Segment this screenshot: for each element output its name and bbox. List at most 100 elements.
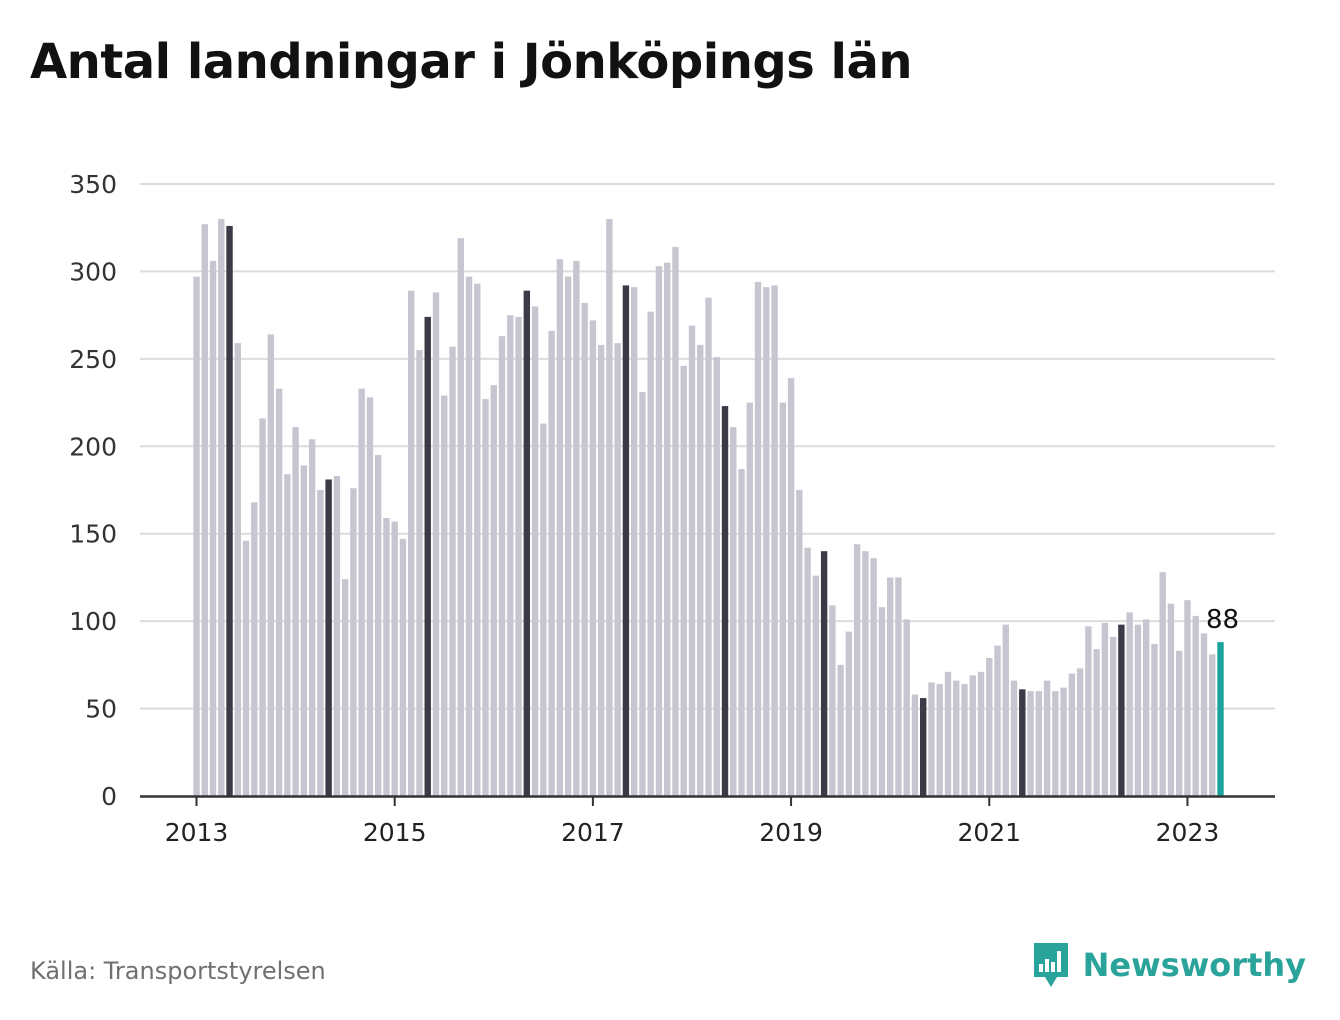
bar xyxy=(1076,668,1084,796)
bar xyxy=(1060,687,1067,796)
bar xyxy=(622,285,630,796)
bar xyxy=(986,657,993,796)
bar xyxy=(259,418,266,796)
bar xyxy=(391,521,398,796)
bar xyxy=(911,694,919,796)
bar xyxy=(441,395,448,796)
bar xyxy=(845,631,853,796)
bar xyxy=(961,684,968,796)
latest-value-label: 88 xyxy=(1206,605,1239,635)
bar xyxy=(746,402,753,796)
bar xyxy=(350,488,357,796)
bar xyxy=(308,439,316,796)
y-axis-ticks: 0 50 100 150 200 250 300 350 xyxy=(69,170,117,811)
bar xyxy=(606,218,613,796)
bar xyxy=(515,316,522,796)
bar xyxy=(284,474,291,796)
bar xyxy=(1176,650,1183,796)
bar xyxy=(738,469,745,796)
bar xyxy=(837,664,844,796)
x-tick-label: 2023 xyxy=(1156,818,1220,847)
bar xyxy=(275,388,283,796)
bar xyxy=(1159,572,1166,796)
bar xyxy=(564,276,572,796)
bar xyxy=(1002,624,1009,796)
bar xyxy=(325,479,332,796)
brand-name: Newsworthy xyxy=(1082,946,1306,984)
bar xyxy=(424,316,431,796)
bar xyxy=(482,399,489,796)
bar xyxy=(292,427,299,796)
bar xyxy=(1167,603,1175,796)
bar xyxy=(242,540,250,796)
bar xyxy=(465,276,473,796)
bar xyxy=(796,490,803,796)
bar xyxy=(994,645,1001,796)
bar xyxy=(457,238,464,797)
bar xyxy=(672,246,679,796)
bar xyxy=(820,551,828,796)
x-tick-label: 2017 xyxy=(561,818,625,847)
bars xyxy=(193,218,1224,797)
bar xyxy=(408,290,415,796)
x-tick-label: 2013 xyxy=(165,818,229,847)
annotations: 88 xyxy=(1206,605,1239,635)
bar xyxy=(507,315,514,796)
bar xyxy=(787,378,795,796)
bar xyxy=(895,577,902,796)
bar xyxy=(779,402,787,796)
bar xyxy=(763,287,770,796)
bar xyxy=(193,276,200,796)
bar xyxy=(341,579,349,796)
brand-logo[interactable]: Newsworthy xyxy=(1031,940,1306,990)
bar xyxy=(771,285,778,796)
y-tick-label: 50 xyxy=(85,695,117,724)
bar xyxy=(1134,624,1142,796)
bar xyxy=(300,465,308,796)
y-tick-label: 100 xyxy=(69,607,117,636)
bar xyxy=(399,538,407,796)
bar xyxy=(209,260,217,796)
bar xyxy=(498,336,506,796)
bar xyxy=(374,455,382,796)
bar xyxy=(1217,642,1224,796)
bar xyxy=(721,406,729,796)
bar xyxy=(639,392,646,796)
bar xyxy=(1126,612,1133,796)
bar xyxy=(754,281,762,796)
bar xyxy=(730,427,737,796)
y-tick-label: 350 xyxy=(69,170,117,199)
bar xyxy=(1043,680,1051,796)
bar xyxy=(1052,691,1059,796)
bar xyxy=(432,292,440,796)
bar xyxy=(474,283,481,796)
y-tick-label: 300 xyxy=(69,257,117,286)
bar xyxy=(581,302,588,796)
bar xyxy=(688,325,696,796)
bar xyxy=(936,684,943,796)
bar xyxy=(1142,619,1150,796)
bar xyxy=(449,346,456,796)
bar xyxy=(705,297,712,796)
bar xyxy=(630,287,638,796)
bar xyxy=(201,224,208,796)
bar xyxy=(664,262,671,797)
bar xyxy=(218,218,225,796)
newsworthy-logo-icon xyxy=(1033,943,1068,987)
bar xyxy=(556,259,564,796)
source-label: Källa: Transportstyrelsen xyxy=(30,957,326,985)
bar xyxy=(1027,691,1034,796)
bar xyxy=(226,225,233,797)
y-tick-label: 250 xyxy=(69,345,117,374)
bar xyxy=(1093,649,1100,796)
y-tick-label: 200 xyxy=(69,432,117,461)
bar xyxy=(317,490,324,796)
bar xyxy=(812,575,820,796)
bar xyxy=(977,671,985,796)
bar xyxy=(1184,600,1191,796)
bar xyxy=(697,344,704,796)
bar xyxy=(886,577,894,796)
bar xyxy=(953,680,960,796)
bar xyxy=(234,343,241,796)
bar xyxy=(1010,680,1018,796)
